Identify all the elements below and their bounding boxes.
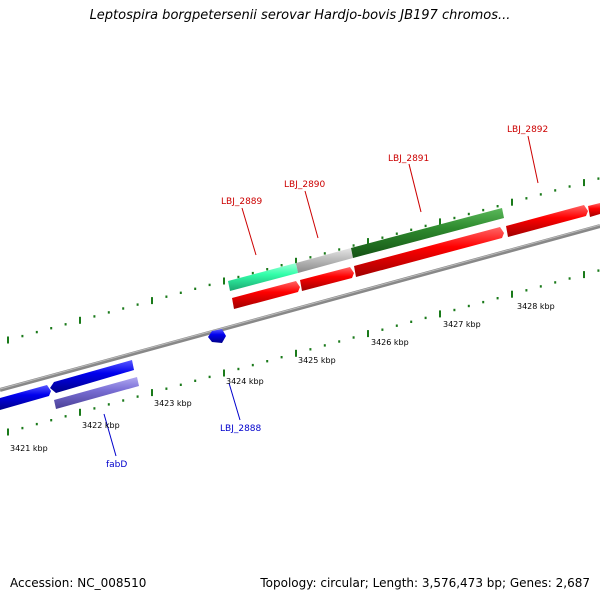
gene-red-long[interactable]	[354, 227, 504, 277]
gene-lbj2889-red[interactable]	[232, 281, 300, 309]
genome-stats-label: Topology: circular; Length: 3,576,473 bp…	[260, 576, 590, 590]
gene-lbj2892-red[interactable]	[506, 205, 588, 237]
kbp-label-3427: 3427 kbp	[443, 320, 481, 329]
upper-tick-row	[7, 177, 600, 344]
label-lbj2888[interactable]: LBJ_2888	[220, 424, 262, 434]
backbone	[0, 224, 600, 392]
gene-lbj2891-green[interactable]	[351, 208, 504, 258]
blue-label-leaders	[103, 382, 241, 457]
kbp-label-3425: 3425 kbp	[298, 356, 336, 365]
kbp-label-3426: 3426 kbp	[371, 338, 409, 347]
gene-blue-left[interactable]	[0, 385, 51, 410]
label-lbj2890[interactable]: LBJ_2890	[284, 180, 326, 190]
map-title: Leptospira borgpetersenii serovar Hardjo…	[89, 8, 511, 23]
kbp-label-3428: 3428 kbp	[517, 302, 555, 311]
label-lbj2892[interactable]: LBJ_2892	[507, 125, 548, 135]
accession-label: Accession: NC_008510	[10, 576, 147, 590]
gene-gray[interactable]	[296, 248, 353, 273]
gene-lbj2890-red[interactable]	[300, 267, 354, 291]
label-fabd[interactable]: fabD	[106, 460, 127, 470]
red-label-leaders	[241, 135, 539, 256]
label-lbj2891[interactable]: LBJ_2891	[388, 154, 429, 164]
gene-blue-2[interactable]	[50, 360, 134, 393]
kbp-label-3422: 3422 kbp	[82, 421, 120, 430]
kbp-label-3423: 3423 kbp	[154, 399, 192, 408]
gene-lbj2888-blue[interactable]	[208, 329, 226, 343]
gene-red-edge[interactable]	[588, 203, 600, 217]
label-lbj2889[interactable]: LBJ_2889	[221, 197, 263, 207]
gene-fabd-lavender[interactable]	[54, 377, 139, 409]
gene-lbj2889-forward-cyan[interactable]	[228, 263, 298, 291]
kbp-label-3424: 3424 kbp	[226, 377, 264, 386]
lower-tick-row	[7, 269, 600, 436]
kbp-label-3421: 3421 kbp	[10, 444, 48, 453]
